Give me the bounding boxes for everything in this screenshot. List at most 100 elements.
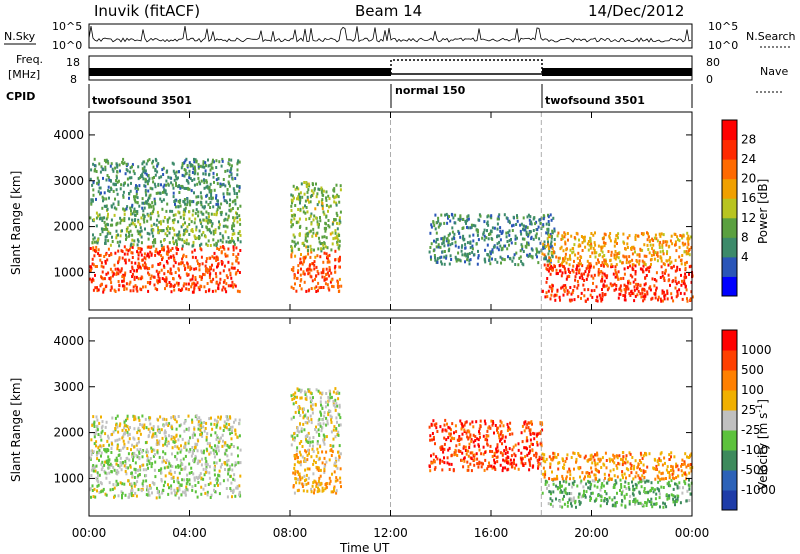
range-gate-cell	[483, 234, 486, 238]
range-gate-cell	[114, 197, 116, 201]
range-gate-cell	[122, 194, 125, 198]
range-gate-cell	[557, 256, 560, 260]
range-gate-cell	[133, 223, 136, 227]
range-gate-cell	[546, 237, 549, 241]
range-gate-cell	[438, 222, 441, 226]
range-gate-cell	[175, 181, 177, 185]
range-gate-cell	[316, 269, 319, 273]
range-gate-cell	[550, 492, 552, 496]
range-gate-cell	[561, 237, 564, 240]
range-gate-cell	[563, 488, 566, 492]
range-gate-cell	[573, 259, 575, 263]
range-gate-cell	[214, 228, 217, 232]
range-gate-cell	[129, 166, 132, 170]
range-gate-cell	[205, 438, 208, 442]
range-gate-cell	[157, 214, 160, 218]
range-gate-cell	[545, 280, 548, 284]
range-gate-cell	[436, 237, 439, 241]
range-gate-cell	[173, 283, 176, 287]
range-gate-cell	[467, 217, 470, 221]
range-gate-cell	[108, 443, 111, 447]
range-gate-cell	[589, 262, 592, 266]
range-gate-cell	[139, 432, 142, 436]
range-gate-cell	[163, 266, 166, 269]
range-gate-cell	[503, 449, 506, 453]
range-gate-cell	[439, 461, 441, 465]
range-gate-cell	[476, 437, 479, 441]
range-gate-cell	[188, 471, 191, 475]
range-gate-cell	[553, 294, 556, 298]
range-gate-cell	[156, 288, 159, 292]
range-gate-cell	[339, 480, 342, 484]
range-gate-cell	[238, 484, 241, 488]
range-gate-cell	[321, 391, 324, 395]
range-gate-cell	[536, 433, 538, 437]
range-gate-cell	[90, 168, 93, 172]
range-gate-cell	[121, 160, 124, 164]
range-gate-cell	[560, 286, 563, 290]
range-gate-cell	[137, 474, 140, 478]
range-gate-cell	[603, 478, 605, 482]
range-gate-cell	[152, 244, 155, 248]
range-gate-cell	[604, 274, 607, 278]
range-gate-cell	[319, 216, 321, 219]
range-gate-cell	[149, 486, 152, 490]
range-gate-cell	[155, 223, 158, 227]
range-gate-cell	[182, 253, 185, 257]
range-gate-cell	[526, 242, 529, 246]
range-gate-cell	[668, 258, 671, 262]
range-gate-cell	[177, 465, 180, 469]
range-gate-cell	[133, 481, 136, 485]
range-gate-cell	[128, 192, 130, 195]
range-gate-cell	[195, 195, 198, 199]
range-gate-cell	[529, 222, 532, 226]
range-gate-cell	[299, 207, 302, 211]
range-gate-cell	[99, 253, 102, 257]
range-gate-cell	[236, 162, 239, 166]
range-gate-cell	[314, 428, 317, 431]
range-gate-cell	[335, 416, 338, 420]
range-gate-cell	[324, 400, 327, 404]
range-gate-cell	[150, 446, 153, 450]
range-gate-cell	[104, 460, 107, 464]
range-gate-cell	[239, 448, 242, 452]
range-gate-cell	[179, 434, 182, 438]
range-gate-cell	[219, 465, 222, 469]
range-gate-cell	[559, 486, 561, 490]
range-gate-cell	[670, 296, 673, 300]
range-gate-cell	[306, 268, 309, 272]
range-gate-cell	[469, 462, 472, 466]
range-gate-cell	[653, 502, 656, 506]
range-gate-cell	[231, 207, 234, 210]
range-gate-cell	[526, 453, 529, 457]
range-gate-cell	[663, 263, 666, 267]
range-gate-cell	[97, 214, 100, 218]
range-gate-cell	[99, 435, 102, 438]
range-gate-cell	[173, 242, 176, 246]
range-gate-cell	[185, 282, 188, 286]
range-gate-cell	[190, 285, 193, 289]
range-gate-cell	[202, 467, 205, 471]
range-gate-cell	[551, 229, 554, 233]
range-gate-cell	[157, 229, 160, 232]
range-gate-cell	[313, 488, 316, 492]
range-gate-cell	[307, 249, 309, 253]
range-gate-cell	[538, 458, 541, 462]
range-gate-cell	[516, 236, 518, 240]
range-gate-cell	[303, 192, 306, 196]
range-gate-cell	[569, 286, 572, 289]
range-gate-cell	[315, 430, 318, 434]
range-gate-cell	[505, 445, 507, 449]
range-gate-cell	[685, 251, 688, 255]
range-gate-cell	[167, 182, 170, 186]
range-gate-cell	[653, 284, 656, 288]
range-gate-cell	[521, 247, 524, 251]
range-gate-cell	[586, 259, 589, 263]
range-gate-cell	[459, 235, 462, 239]
range-gate-cell	[108, 189, 111, 193]
range-gate-cell	[227, 260, 230, 264]
range-gate-cell	[125, 235, 128, 239]
range-gate-cell	[134, 491, 137, 495]
range-gate-cell	[236, 446, 239, 450]
range-gate-cell	[292, 287, 295, 290]
